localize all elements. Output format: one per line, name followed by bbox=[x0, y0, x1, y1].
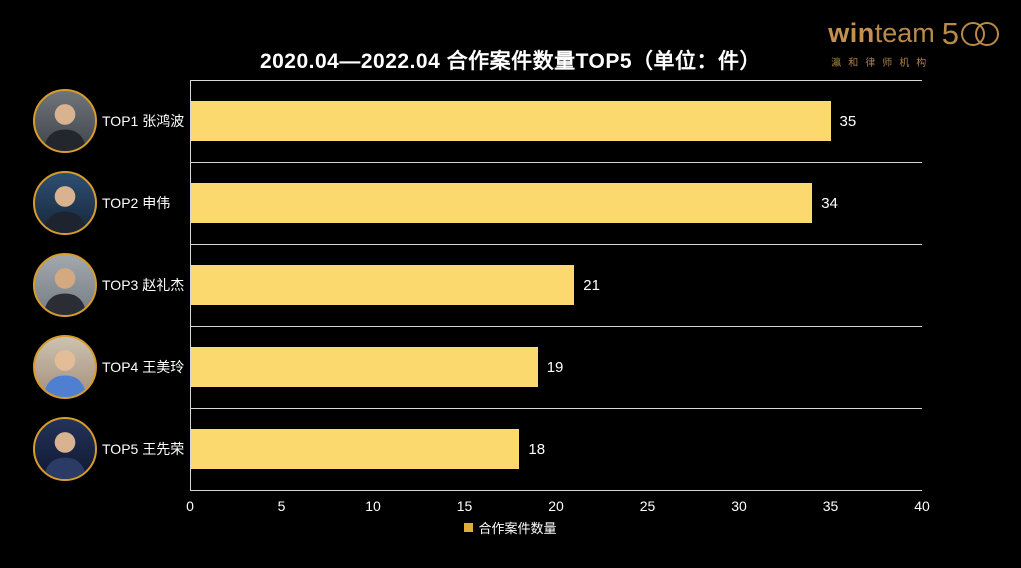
category-label: TOP1 张鸿波 bbox=[102, 113, 185, 129]
bar-value-label: 21 bbox=[583, 276, 600, 294]
bar-value-label: 34 bbox=[821, 194, 838, 212]
bar bbox=[190, 183, 813, 223]
grid-line bbox=[190, 244, 922, 245]
x-tick-label: 25 bbox=[639, 498, 656, 514]
avatar-photo bbox=[33, 89, 97, 153]
winteam500-logo: win team 5 瀛和律师机构 bbox=[828, 18, 999, 69]
grid-line bbox=[190, 80, 922, 81]
bar bbox=[190, 429, 520, 469]
x-axis-line bbox=[190, 490, 922, 491]
bar-value-label: 35 bbox=[839, 112, 857, 130]
bar-value-label: 19 bbox=[546, 358, 564, 376]
logo-circle-icon bbox=[975, 21, 999, 46]
y-axis-line bbox=[190, 80, 191, 490]
logo-win-text: win bbox=[828, 18, 875, 48]
category-label: TOP2 申伟 bbox=[102, 195, 171, 211]
logo-team-text: team bbox=[874, 18, 935, 48]
logo-five-text: 5 bbox=[941, 16, 959, 51]
avatar-photo bbox=[33, 417, 97, 481]
legend-marker-icon bbox=[464, 523, 474, 532]
logo-subtitle: 瀛和律师机构 bbox=[831, 58, 934, 69]
chart-title: 2020.04—2022.04 合作案件数量TOP5（单位：件） bbox=[259, 50, 762, 73]
avatar-photo bbox=[33, 171, 97, 235]
person-icon bbox=[43, 350, 87, 397]
bar-value-label: 18 bbox=[528, 440, 546, 458]
avatar-photo bbox=[33, 335, 97, 399]
person-icon bbox=[43, 268, 87, 315]
avatar-photo bbox=[33, 253, 97, 317]
x-tick-label: 40 bbox=[914, 498, 930, 514]
x-tick-label: 10 bbox=[365, 498, 381, 514]
bar bbox=[190, 265, 575, 305]
x-tick-label: 35 bbox=[822, 498, 839, 514]
legend-label: 合作案件数量 bbox=[478, 521, 557, 536]
bar bbox=[190, 101, 831, 141]
x-tick-label: 30 bbox=[731, 498, 747, 514]
x-tick-label: 15 bbox=[456, 498, 473, 514]
x-tick-label: 5 bbox=[277, 498, 286, 514]
grid-line bbox=[190, 326, 922, 327]
x-tick-label: 20 bbox=[548, 498, 564, 514]
x-tick-label: 0 bbox=[186, 498, 194, 514]
category-label: TOP3 赵礼杰 bbox=[102, 277, 185, 293]
bar bbox=[190, 347, 538, 387]
grid-line bbox=[190, 408, 922, 409]
person-icon bbox=[43, 186, 87, 233]
person-icon bbox=[43, 104, 87, 151]
legend[interactable]: 合作案件数量 bbox=[0, 518, 1021, 537]
logo-wordmark: win team 5 bbox=[828, 18, 999, 49]
category-label: TOP5 王先荣 bbox=[102, 441, 185, 457]
grid-line bbox=[190, 162, 922, 163]
category-label: TOP4 王美玲 bbox=[102, 359, 185, 375]
person-icon bbox=[43, 432, 87, 479]
